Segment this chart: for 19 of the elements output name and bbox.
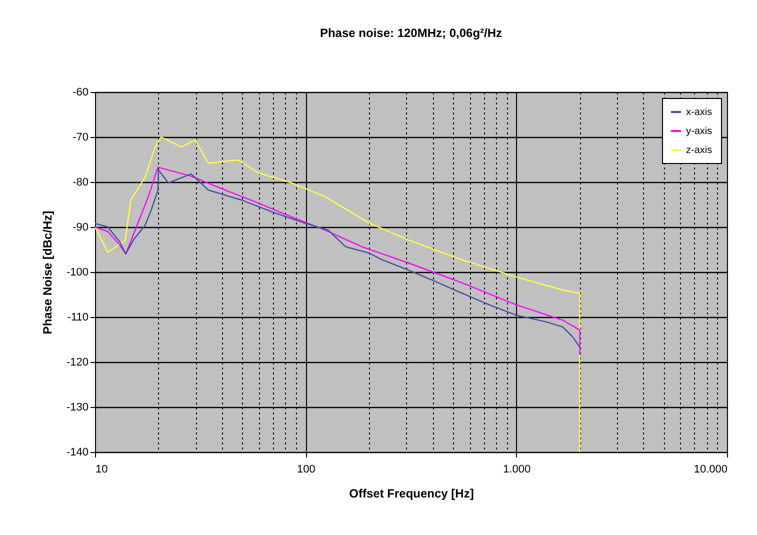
x-tick-label: 1.000: [503, 464, 531, 476]
y-tick-label: -120: [66, 356, 88, 368]
y-tick-label: -70: [72, 132, 88, 144]
x-tick-label: 10: [96, 464, 108, 476]
chart-title: Phase noise: 120MHz; 0,06g²/Hz: [320, 26, 502, 40]
legend-label: z-axis: [686, 145, 712, 156]
x-axis-title: Offset Frequency [Hz]: [349, 486, 474, 500]
y-tick-label: -90: [72, 222, 88, 234]
y-tick-label: -100: [66, 266, 88, 278]
y-tick-label: -140: [66, 446, 88, 458]
y-tick-label: -60: [72, 86, 88, 98]
y-tick-label: -80: [72, 176, 88, 188]
y-tick-label: -110: [67, 312, 88, 324]
y-axis-title: Phase Noise [dBc/Hz]: [40, 210, 54, 334]
x-tick-label: 100: [296, 464, 316, 476]
x-tick-label: 10.000: [694, 464, 728, 476]
legend-label: y-axis: [686, 126, 712, 137]
y-tick-label: -130: [66, 402, 88, 414]
legend-label: x-axis: [686, 107, 712, 118]
